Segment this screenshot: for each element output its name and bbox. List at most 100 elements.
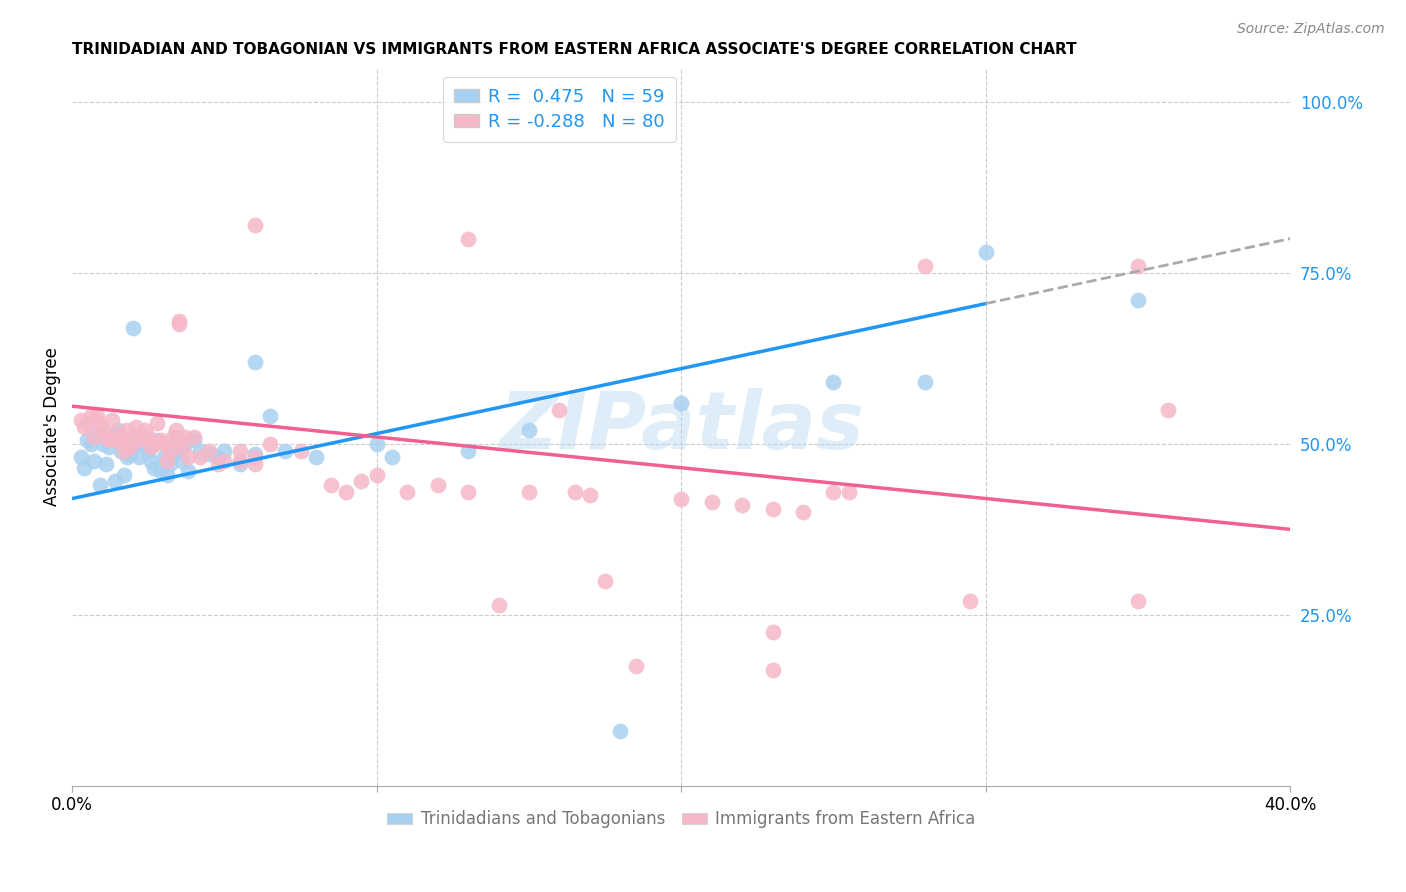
Point (107, 426, 129, 441)
Legend: Trinidadians and Tobagonians, Immigrants from Eastern Africa: Trinidadians and Tobagonians, Immigrants… (381, 804, 981, 835)
Point (188, 450, 211, 465)
Point (609, 724, 631, 739)
Text: Source: ZipAtlas.com: Source: ZipAtlas.com (1237, 22, 1385, 37)
Point (76, 434, 98, 448)
Point (79, 409, 101, 424)
Point (823, 484, 845, 499)
Point (243, 218, 266, 232)
Point (70, 450, 93, 465)
Point (143, 437, 166, 451)
Point (159, 443, 181, 458)
Point (198, 443, 221, 458)
Point (134, 430, 156, 444)
Point (131, 426, 153, 441)
Point (335, 484, 357, 499)
Point (149, 434, 172, 448)
Point (761, 663, 783, 677)
Point (457, 232, 479, 246)
Point (177, 450, 200, 465)
Point (228, 454, 250, 468)
Point (73, 460, 96, 475)
Point (104, 475, 127, 489)
Point (97, 434, 120, 448)
Point (214, 454, 236, 468)
Point (83, 430, 105, 444)
Point (86, 426, 108, 441)
Point (426, 478, 449, 492)
Point (457, 484, 479, 499)
Point (122, 440, 145, 454)
Point (838, 484, 860, 499)
Point (381, 450, 404, 465)
Point (183, 430, 205, 444)
Point (731, 499, 754, 513)
Point (174, 437, 197, 451)
Point (159, 458, 181, 472)
Point (396, 484, 419, 499)
Point (138, 443, 160, 458)
Point (974, 245, 997, 260)
Point (305, 450, 328, 465)
Point (94, 430, 117, 444)
Point (624, 659, 647, 673)
Point (162, 430, 184, 444)
Point (959, 594, 981, 608)
Point (91, 423, 114, 437)
Point (167, 443, 190, 458)
Point (243, 355, 266, 369)
Point (198, 447, 221, 461)
Point (89, 478, 111, 492)
Text: ZIPatlas: ZIPatlas (499, 388, 863, 466)
Point (162, 447, 184, 461)
Point (110, 443, 132, 458)
Point (167, 314, 190, 328)
Point (274, 443, 297, 458)
Point (115, 437, 138, 451)
Point (228, 443, 250, 458)
Point (207, 450, 229, 465)
Point (243, 458, 266, 472)
Point (823, 376, 845, 390)
Point (120, 440, 142, 454)
Point (228, 458, 250, 472)
Point (141, 454, 163, 468)
Point (120, 447, 142, 461)
Point (593, 574, 616, 588)
Point (128, 434, 150, 448)
Point (366, 467, 388, 482)
Point (146, 434, 169, 448)
Point (259, 437, 281, 451)
Point (143, 460, 166, 475)
Point (700, 495, 723, 509)
Point (207, 458, 229, 472)
Point (115, 437, 138, 451)
Point (97, 440, 120, 454)
Point (165, 423, 187, 437)
Point (134, 423, 156, 437)
Point (669, 396, 692, 410)
Point (89, 417, 111, 431)
Point (70, 413, 93, 427)
Point (76, 417, 98, 431)
Point (101, 430, 124, 444)
Point (350, 475, 373, 489)
Point (188, 443, 211, 458)
Point (156, 467, 179, 482)
Point (94, 458, 117, 472)
Point (146, 417, 169, 431)
Point (91, 437, 114, 451)
Point (167, 434, 190, 448)
Point (319, 478, 342, 492)
Text: TRINIDADIAN AND TOBAGONIAN VS IMMIGRANTS FROM EASTERN AFRICA ASSOCIATE'S DEGREE : TRINIDADIAN AND TOBAGONIAN VS IMMIGRANTS… (72, 42, 1077, 57)
Point (761, 501, 783, 516)
Point (214, 443, 236, 458)
Point (517, 423, 540, 437)
Y-axis label: Associate's Degree: Associate's Degree (44, 347, 60, 506)
Point (290, 443, 312, 458)
Point (914, 259, 936, 273)
Point (183, 434, 205, 448)
Point (110, 430, 132, 444)
Point (1157, 402, 1180, 417)
Point (579, 488, 602, 502)
Point (107, 423, 129, 437)
